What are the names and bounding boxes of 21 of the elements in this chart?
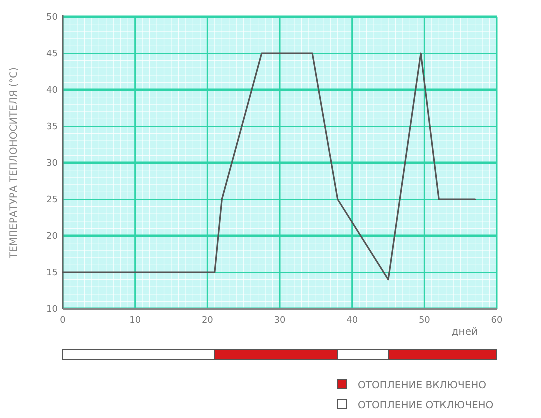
legend-label: ОТОПЛЕНИЕ ВКЛЮЧЕНО xyxy=(358,380,487,392)
x-tick-label: 60 xyxy=(491,316,503,326)
legend-label: ОТОПЛЕНИЕ ОТКЛЮЧЕНО xyxy=(358,400,494,412)
x-tick-label: 20 xyxy=(202,316,214,326)
y-tick-label: 35 xyxy=(46,122,58,133)
x-axis-title: дней xyxy=(452,327,478,338)
x-tick-label: 10 xyxy=(130,316,142,326)
y-tick-label: 30 xyxy=(46,159,58,170)
x-tick-label: 40 xyxy=(346,316,358,326)
y-tick-label: 20 xyxy=(46,232,58,242)
y-tick-label: 10 xyxy=(46,305,58,316)
y-tick-label: 50 xyxy=(46,13,58,24)
x-tick-label: 0 xyxy=(60,316,66,326)
y-tick-label: 15 xyxy=(46,268,58,279)
y-axis-title: ТЕМПЕРАТУРА ТЕПЛОНОСИТЕЛЯ (°C) xyxy=(9,67,20,260)
y-tick-label: 40 xyxy=(46,86,58,96)
y-tick-label: 45 xyxy=(46,50,58,60)
x-tick-label: 30 xyxy=(274,316,286,326)
y-tick-label: 25 xyxy=(46,196,58,206)
line-series xyxy=(62,52,476,281)
x-tick-label: 50 xyxy=(418,316,431,326)
